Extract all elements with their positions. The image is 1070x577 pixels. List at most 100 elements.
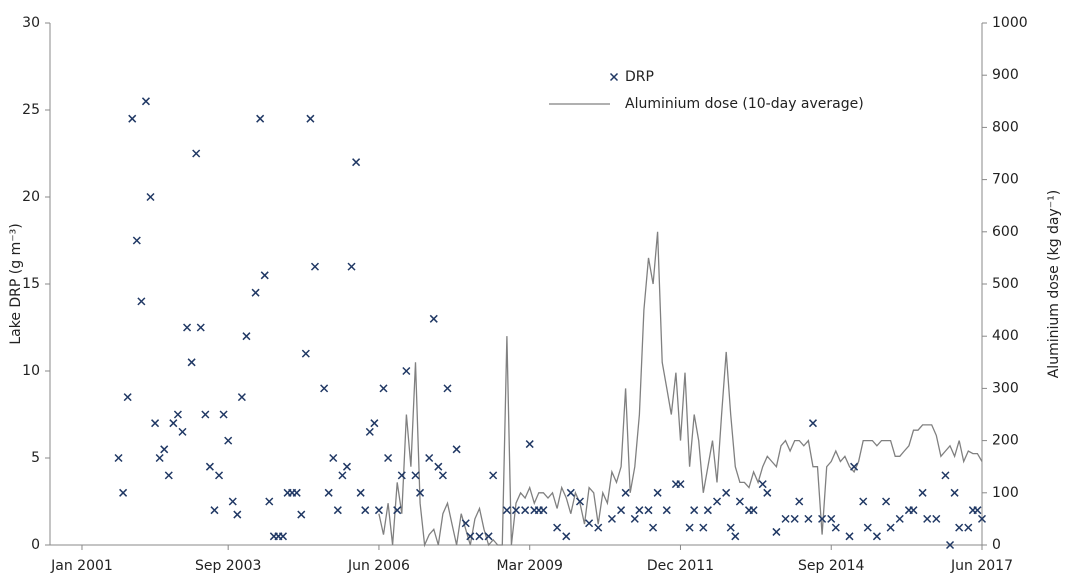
data-point	[429, 314, 438, 323]
x-tick-label: Dec 2011	[647, 558, 714, 574]
y2-tick-label: 900	[992, 67, 1019, 83]
marker-stroke	[827, 514, 836, 523]
marker-stroke	[772, 527, 781, 536]
marker-stroke	[169, 419, 178, 428]
marker-stroke	[562, 532, 571, 541]
data-point	[932, 514, 941, 523]
marker-stroke	[265, 497, 274, 506]
marker-stroke	[818, 514, 827, 523]
marker-stroke	[882, 497, 891, 506]
marker-stroke	[119, 488, 128, 497]
marker-stroke	[379, 384, 388, 393]
data-point	[690, 506, 699, 515]
data-point	[347, 262, 356, 271]
data-point	[146, 192, 155, 202]
marker-stroke	[228, 497, 237, 506]
marker-stroke	[808, 419, 817, 428]
data-point	[141, 97, 150, 106]
data-line	[378, 231, 983, 548]
data-point	[945, 540, 955, 550]
marker-stroke	[324, 488, 333, 497]
data-point	[521, 506, 530, 515]
data-point	[187, 358, 196, 367]
x-tick-label: Jun 2017	[950, 558, 1013, 574]
data-point	[356, 488, 365, 497]
x-tick-label: Jan 2001	[50, 558, 113, 574]
marker-stroke	[205, 462, 214, 471]
marker-stroke	[438, 471, 447, 480]
data-point	[192, 149, 201, 158]
data-point	[379, 384, 388, 393]
data-point	[475, 532, 484, 541]
data-point	[831, 523, 840, 532]
marker-stroke	[649, 523, 658, 532]
marker-stroke	[964, 523, 973, 532]
marker-stroke	[384, 453, 393, 463]
marker-stroke	[731, 532, 740, 541]
data-point	[749, 506, 758, 515]
marker-stroke	[758, 480, 767, 489]
data-point	[923, 514, 932, 523]
data-point	[553, 523, 562, 532]
data-point	[320, 384, 329, 393]
marker-stroke	[763, 488, 772, 497]
marker-stroke	[173, 410, 182, 419]
data-point	[712, 497, 722, 506]
data-point	[402, 366, 411, 376]
marker-stroke	[850, 462, 859, 471]
data-point	[370, 419, 379, 428]
data-point	[310, 262, 320, 271]
x-tick-label: Sep 2003	[195, 558, 261, 574]
y-tick-label: 25	[22, 102, 40, 118]
data-point	[790, 514, 799, 523]
y2-tick-label: 100	[992, 485, 1019, 501]
marker-stroke	[923, 514, 932, 523]
y2-tick-label: 200	[992, 433, 1019, 449]
data-point	[256, 114, 265, 123]
marker-stroke	[251, 288, 260, 297]
data-point	[242, 332, 251, 341]
data-point	[872, 532, 881, 541]
data-point	[649, 523, 658, 532]
marker-stroke	[521, 506, 530, 515]
marker-stroke	[475, 532, 484, 541]
marker-stroke	[192, 149, 201, 158]
marker-stroke	[416, 488, 425, 497]
marker-stroke	[397, 471, 406, 480]
data-point	[260, 271, 269, 280]
data-point	[233, 510, 242, 519]
marker-stroke	[224, 436, 233, 445]
y2-tick-label: 800	[992, 119, 1019, 135]
marker-stroke	[895, 514, 904, 523]
marker-stroke	[306, 114, 315, 123]
marker-stroke	[151, 419, 160, 428]
data-point	[850, 462, 859, 471]
data-point	[324, 488, 333, 497]
data-point	[781, 514, 790, 523]
data-point	[941, 471, 950, 480]
marker-stroke	[146, 192, 155, 202]
data-point	[566, 488, 575, 497]
marker-stroke	[790, 514, 799, 523]
marker-stroke	[123, 393, 132, 402]
data-point	[210, 506, 219, 515]
data-point	[466, 532, 475, 541]
marker-stroke	[187, 358, 196, 367]
marker-stroke	[333, 506, 342, 515]
x-tick-label: Jun 2006	[347, 558, 410, 574]
legend-swatch	[609, 72, 619, 82]
marker-stroke	[196, 323, 205, 332]
data-point	[301, 349, 310, 358]
data-point	[685, 523, 694, 532]
data-point	[160, 445, 169, 454]
data-point	[425, 453, 434, 463]
data-point	[292, 488, 301, 497]
legend-label: DRP	[625, 69, 654, 85]
y-tick-label: 15	[22, 276, 40, 292]
marker-stroke	[621, 488, 630, 497]
data-point	[758, 480, 767, 489]
marker-stroke	[553, 523, 562, 532]
data-point	[365, 427, 374, 436]
marker-stroke	[735, 497, 744, 506]
